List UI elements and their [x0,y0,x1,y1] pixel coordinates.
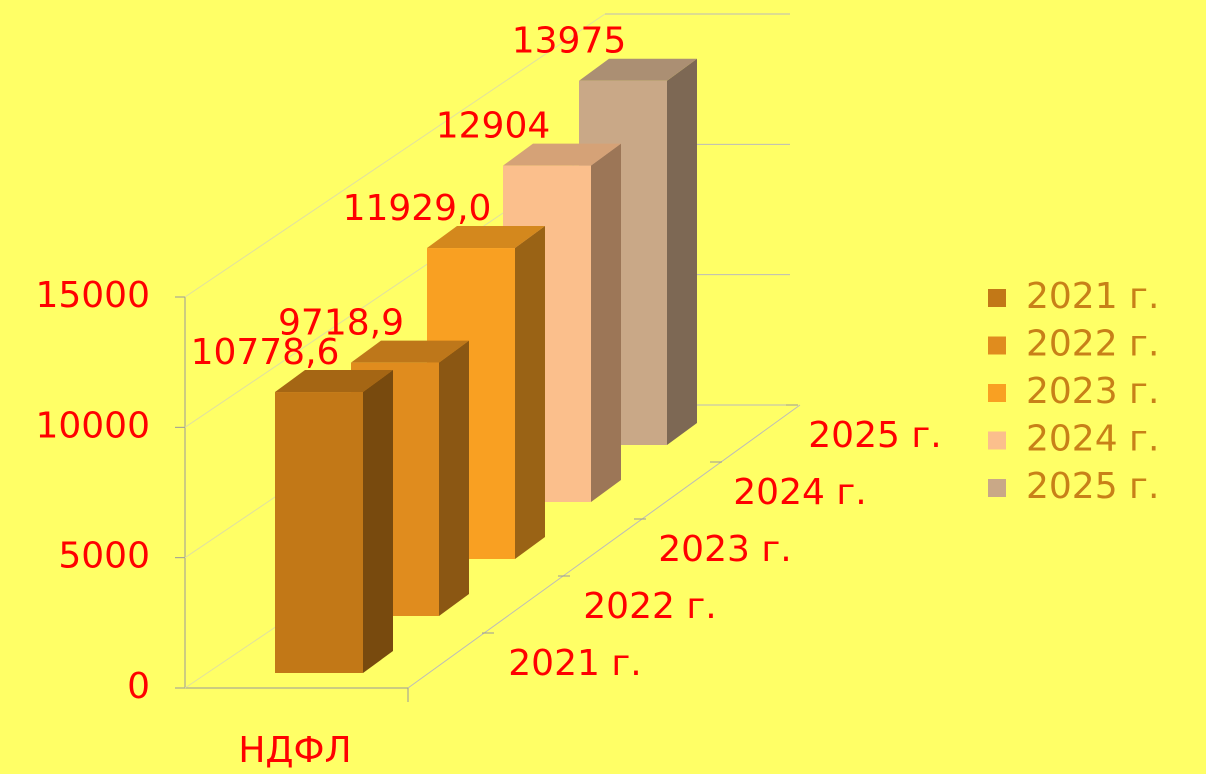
bar-side [363,370,393,673]
legend-label: 2023 г. [1026,371,1159,412]
legend-swatch [988,479,1006,497]
value-label: 13975 [512,21,627,62]
depth-label: 2022 г. [583,586,716,627]
value-label: 11929,0 [343,188,492,229]
category-label: НДФЛ [238,730,351,771]
legend-swatch [988,431,1006,450]
depth-label: 2021 г. [508,643,641,684]
bar [579,58,697,446]
bar-top [579,58,697,81]
value-label: 9718,9 [278,303,404,344]
floor-edge [407,404,801,689]
legend-swatch [988,384,1006,402]
legend-label: 2021 г. [1026,276,1159,317]
depth-label: 2025 г. [808,415,941,456]
bar-top [351,340,469,363]
legend-label: 2024 г. [1026,419,1159,460]
legend-label: 2025 г. [1026,466,1159,507]
y-tick-label: 10000 [35,405,150,446]
legend-swatch [988,289,1006,307]
y-tick-label: 15000 [35,275,150,316]
value-label: 12904 [436,106,551,147]
depth-label: 2024 г. [733,472,866,513]
grid-line [184,13,606,298]
legend-swatch [988,336,1006,355]
y-tick-label: 5000 [58,536,150,577]
bar-side [439,340,469,616]
bar-side [515,226,545,560]
y-tick-label: 0 [127,666,150,707]
bar-face [275,392,363,673]
depth-label: 2023 г. [658,529,791,570]
bar-top [503,143,621,166]
bar-side [667,58,697,446]
bar-side [591,143,621,502]
value-label: 10778,6 [191,332,340,373]
legend-label: 2022 г. [1026,324,1159,365]
bar-top [427,226,545,249]
bar-top [275,370,393,393]
bar [275,370,393,673]
